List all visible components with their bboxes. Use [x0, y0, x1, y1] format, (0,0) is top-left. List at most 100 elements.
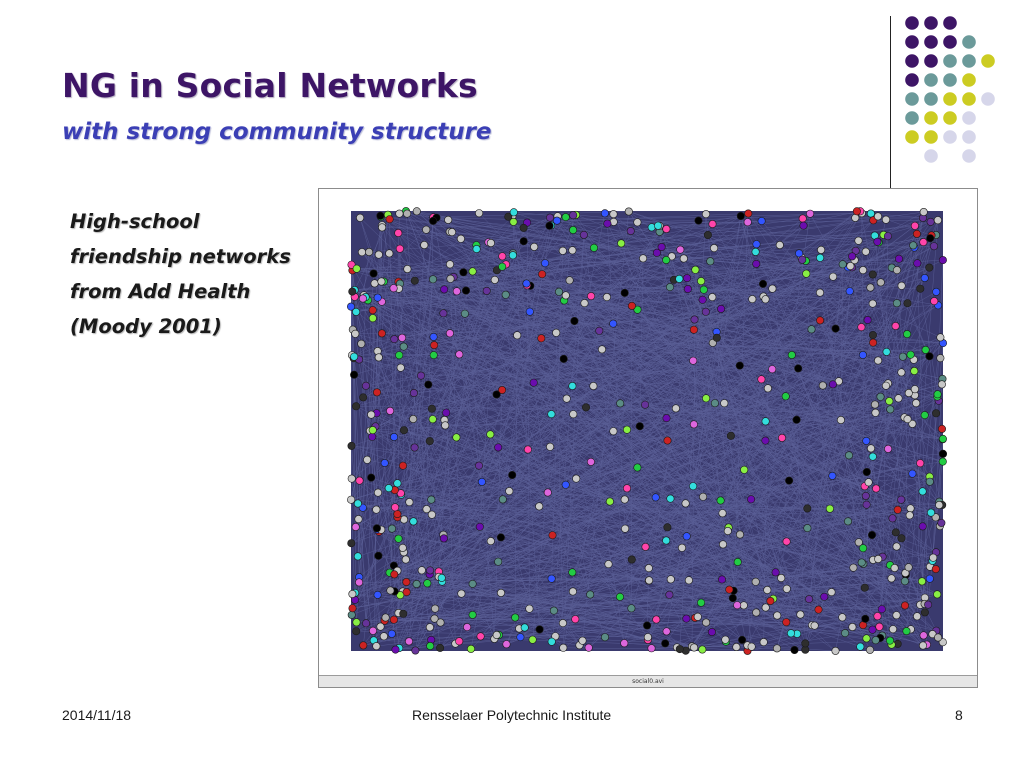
graph-node — [651, 493, 660, 502]
graph-node — [547, 637, 556, 646]
graph-node — [934, 633, 943, 642]
graph-node — [519, 223, 528, 232]
graph-node — [759, 638, 768, 647]
graph-node — [707, 627, 716, 636]
graph-node — [876, 278, 885, 287]
graph-node — [535, 625, 544, 634]
graph-node — [509, 217, 518, 226]
graph-node — [409, 415, 418, 424]
graph-node — [475, 461, 484, 470]
graph-node — [616, 399, 625, 408]
graph-node — [368, 314, 377, 323]
graph-node — [862, 436, 871, 445]
graph-node — [600, 633, 609, 642]
graph-node — [710, 244, 719, 253]
graph-node — [399, 342, 408, 351]
graph-node — [757, 216, 766, 225]
graph-node — [568, 246, 577, 255]
graph-node — [916, 459, 925, 468]
graph-node — [761, 436, 770, 445]
graph-node — [930, 297, 939, 306]
graph-node — [391, 503, 400, 512]
graph-node — [667, 252, 676, 261]
decorative-dot — [905, 130, 919, 144]
graph-node — [622, 425, 631, 434]
graph-node — [633, 218, 642, 227]
graph-node — [622, 484, 631, 493]
graph-node — [513, 331, 522, 340]
decorative-dot — [924, 73, 938, 87]
graph-node — [690, 643, 699, 652]
graph-node — [353, 499, 362, 508]
graph-node — [935, 500, 944, 509]
graph-node — [365, 247, 374, 256]
graph-node — [412, 579, 421, 588]
graph-node — [520, 623, 529, 632]
graph-node — [463, 623, 472, 632]
graph-node — [743, 218, 752, 227]
graph-node — [492, 390, 501, 399]
graph-node — [858, 351, 867, 360]
graph-node — [708, 219, 717, 228]
graph-node — [362, 619, 371, 628]
graph-node — [708, 293, 717, 302]
graph-node — [467, 644, 476, 653]
graph-node — [571, 615, 580, 624]
graph-node — [875, 622, 884, 631]
graph-node — [589, 382, 598, 391]
graph-node — [429, 351, 438, 360]
graph-node — [468, 610, 477, 619]
graph-node — [568, 568, 577, 577]
figure-caption: High-school friendship networks from Add… — [70, 204, 300, 344]
graph-node — [425, 623, 434, 632]
graph-node — [806, 209, 815, 218]
graph-node — [508, 251, 517, 260]
graph-node — [671, 404, 680, 413]
graph-node — [396, 363, 405, 372]
graph-node — [689, 420, 698, 429]
graph-node — [546, 213, 555, 222]
graph-node — [885, 636, 894, 645]
graph-node — [931, 513, 940, 522]
graph-node — [369, 269, 378, 278]
graph-node — [482, 286, 491, 295]
graph-node — [883, 232, 892, 241]
graph-node — [698, 295, 707, 304]
graph-node — [501, 290, 510, 299]
graph-node — [815, 288, 824, 297]
graph-node — [346, 302, 355, 311]
caption-line: friendship networks — [70, 245, 291, 268]
graph-node — [720, 399, 729, 408]
graph-node — [698, 645, 707, 654]
graph-node — [410, 443, 419, 452]
graph-node — [863, 316, 872, 325]
graph-node — [931, 565, 940, 574]
graph-node — [395, 244, 404, 253]
graph-node — [429, 216, 438, 225]
graph-node — [926, 234, 935, 243]
graph-node — [494, 443, 503, 452]
graph-node — [409, 517, 418, 526]
caption-line: High-school — [70, 210, 200, 233]
graph-node — [697, 598, 706, 607]
graph-node — [728, 594, 737, 603]
graph-node — [849, 563, 858, 572]
graph-node — [726, 431, 735, 440]
graph-node — [633, 463, 642, 472]
graph-node — [798, 255, 807, 264]
graph-node — [430, 341, 439, 350]
graph-node — [422, 505, 431, 514]
graph-node — [871, 636, 880, 645]
graph-node — [666, 575, 675, 584]
graph-node — [910, 385, 919, 394]
graph-node — [816, 316, 825, 325]
graph-node — [508, 470, 517, 479]
graph-node — [589, 243, 598, 252]
graph-node — [912, 229, 921, 238]
graph-node — [475, 522, 484, 531]
graph-node — [910, 221, 919, 230]
graph-node — [781, 392, 790, 401]
graph-node — [662, 627, 671, 636]
graph-node — [721, 635, 730, 644]
graph-node — [439, 534, 448, 543]
